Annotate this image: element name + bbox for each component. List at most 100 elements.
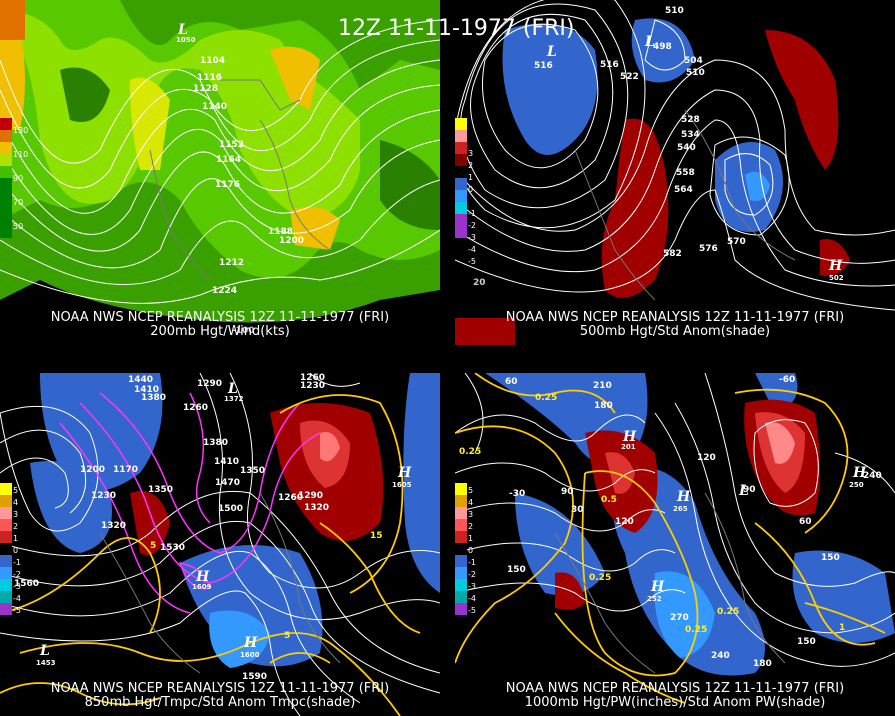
lat-label: 20: [473, 278, 486, 288]
contour-label: 1320: [101, 521, 127, 531]
legend-label: 70: [13, 198, 24, 207]
legend-label: -4: [468, 594, 476, 603]
panel-850mb: 5 4 3 2 1 0 -1 -2 -3 -4 -5 1440 1410 138…: [0, 373, 440, 716]
contour-label: 1176: [215, 180, 241, 190]
contour-label: 510: [665, 6, 684, 16]
high-marker: H: [623, 429, 637, 445]
legend-label: 2: [468, 522, 474, 531]
temp-label: 15: [370, 531, 383, 541]
contour-label: 150: [797, 637, 816, 647]
contour-label: 1152: [219, 140, 245, 150]
contour-label: 240: [863, 471, 882, 481]
contour-label: 564: [674, 185, 693, 195]
legend-1000mb: [455, 483, 467, 615]
legend-label: -5: [468, 606, 476, 615]
contour-label: 90: [561, 487, 574, 497]
contour-label: 1380: [203, 438, 229, 448]
map-200mb: [0, 0, 440, 345]
contour-label: 1224: [212, 286, 238, 296]
hl-value: 1453: [36, 659, 56, 667]
legend-label: 4: [13, 498, 19, 507]
legend-label: -2: [468, 221, 476, 230]
map-850mb: [0, 373, 440, 716]
high-marker: H: [853, 465, 867, 481]
contour-label: 1212: [219, 258, 245, 268]
caption-line1: NOAA NWS NCEP REANALYSIS 12Z 11-11-1977 …: [505, 310, 845, 325]
contour-label: 60: [799, 517, 812, 527]
pw-label: 0.25: [535, 393, 558, 403]
low-marker: L: [645, 34, 655, 50]
contour-label: 1200: [80, 465, 106, 475]
contour-label: 1164: [216, 155, 242, 165]
high-marker: H: [196, 569, 210, 585]
contour-label: 210: [593, 381, 612, 391]
low-marker: L: [547, 44, 557, 60]
hl-value: 250: [849, 481, 864, 489]
low-marker: L: [739, 483, 749, 499]
contour-label: 30: [571, 505, 584, 515]
contour-label: 1170: [113, 465, 139, 475]
legend-label: 50: [13, 222, 24, 231]
contour-label: 90: [743, 485, 756, 495]
contour-label: 502: [829, 274, 844, 282]
contour-label: 1350: [148, 485, 174, 495]
contour-label: 510: [686, 68, 705, 78]
legend-label: -3: [468, 233, 476, 242]
pw-label: 0.25: [459, 447, 482, 457]
temp-label: 5: [150, 541, 157, 551]
contour-label: 1260: [300, 373, 326, 383]
main-title: 12Z 11-11-1977 (FRI): [338, 16, 575, 41]
contour-label: 1200: [279, 236, 305, 246]
contour-label: 1116: [197, 73, 223, 83]
temp-label: 5: [284, 631, 291, 641]
low-marker: L: [40, 643, 50, 659]
contour-label: 180: [594, 401, 613, 411]
contour-label: 516: [534, 61, 553, 71]
contour-label: 534: [681, 130, 700, 140]
contour-label: 540: [677, 143, 696, 153]
contour-label: 1470: [215, 478, 241, 488]
high-marker: H: [677, 489, 691, 505]
panel-1000mb: 5 4 3 2 1 0 -1 -2 -3 -4 -5 60 210 180 12…: [455, 373, 895, 716]
low-marker: L: [178, 22, 188, 38]
hl-value: 201: [621, 443, 636, 451]
caption-line1: NOAA NWS NCEP REANALYSIS 12Z 11-11-1977 …: [505, 681, 845, 696]
legend-label: -4: [468, 245, 476, 254]
contour-label: 1380: [141, 393, 167, 403]
legend-label: 0: [468, 185, 474, 194]
contour-label: 1350: [240, 466, 266, 476]
pw-label: 1: [839, 623, 846, 633]
high-marker: H: [651, 579, 665, 595]
pw-label: 0.5: [601, 495, 617, 505]
caption-line1: NOAA NWS NCEP REANALYSIS 12Z 11-11-1977 …: [50, 681, 390, 696]
panel-200mb: 130 110 90 70 50 L 1050 1104 1116 1128 1…: [0, 0, 440, 345]
contour-label: 1440: [128, 375, 154, 385]
contour-label: 1290: [298, 491, 324, 501]
contour-label: 1140: [202, 102, 228, 112]
contour-label: 1188: [268, 227, 294, 237]
low-marker: L: [228, 381, 238, 397]
contour-label: 582: [663, 249, 682, 259]
contour-label: 1560: [14, 579, 40, 589]
contour-label: 498: [653, 42, 672, 52]
legend-label: 4: [468, 498, 474, 507]
legend-label: -2: [468, 570, 476, 579]
contour-label: 1128: [193, 84, 219, 94]
legend-label: -3: [468, 582, 476, 591]
contour-label: 1500: [218, 504, 244, 514]
pw-label: 0.25: [589, 573, 612, 583]
legend-label: -3: [13, 582, 21, 591]
contour-label: 516: [600, 60, 619, 70]
high-marker: H: [398, 465, 412, 481]
map-500mb: [455, 0, 895, 345]
contour-label: 1104: [200, 56, 226, 66]
contour-label: 1410: [214, 457, 240, 467]
contour-label: 1290: [197, 379, 223, 389]
legend-label: 90: [13, 174, 24, 183]
contour-label: 1590: [242, 672, 268, 682]
contour-label: 180: [753, 659, 772, 669]
legend-label: 130: [13, 126, 29, 135]
hl-value: 1372: [224, 395, 244, 403]
hl-value: 252: [647, 595, 662, 603]
contour-label: 120: [615, 517, 634, 527]
